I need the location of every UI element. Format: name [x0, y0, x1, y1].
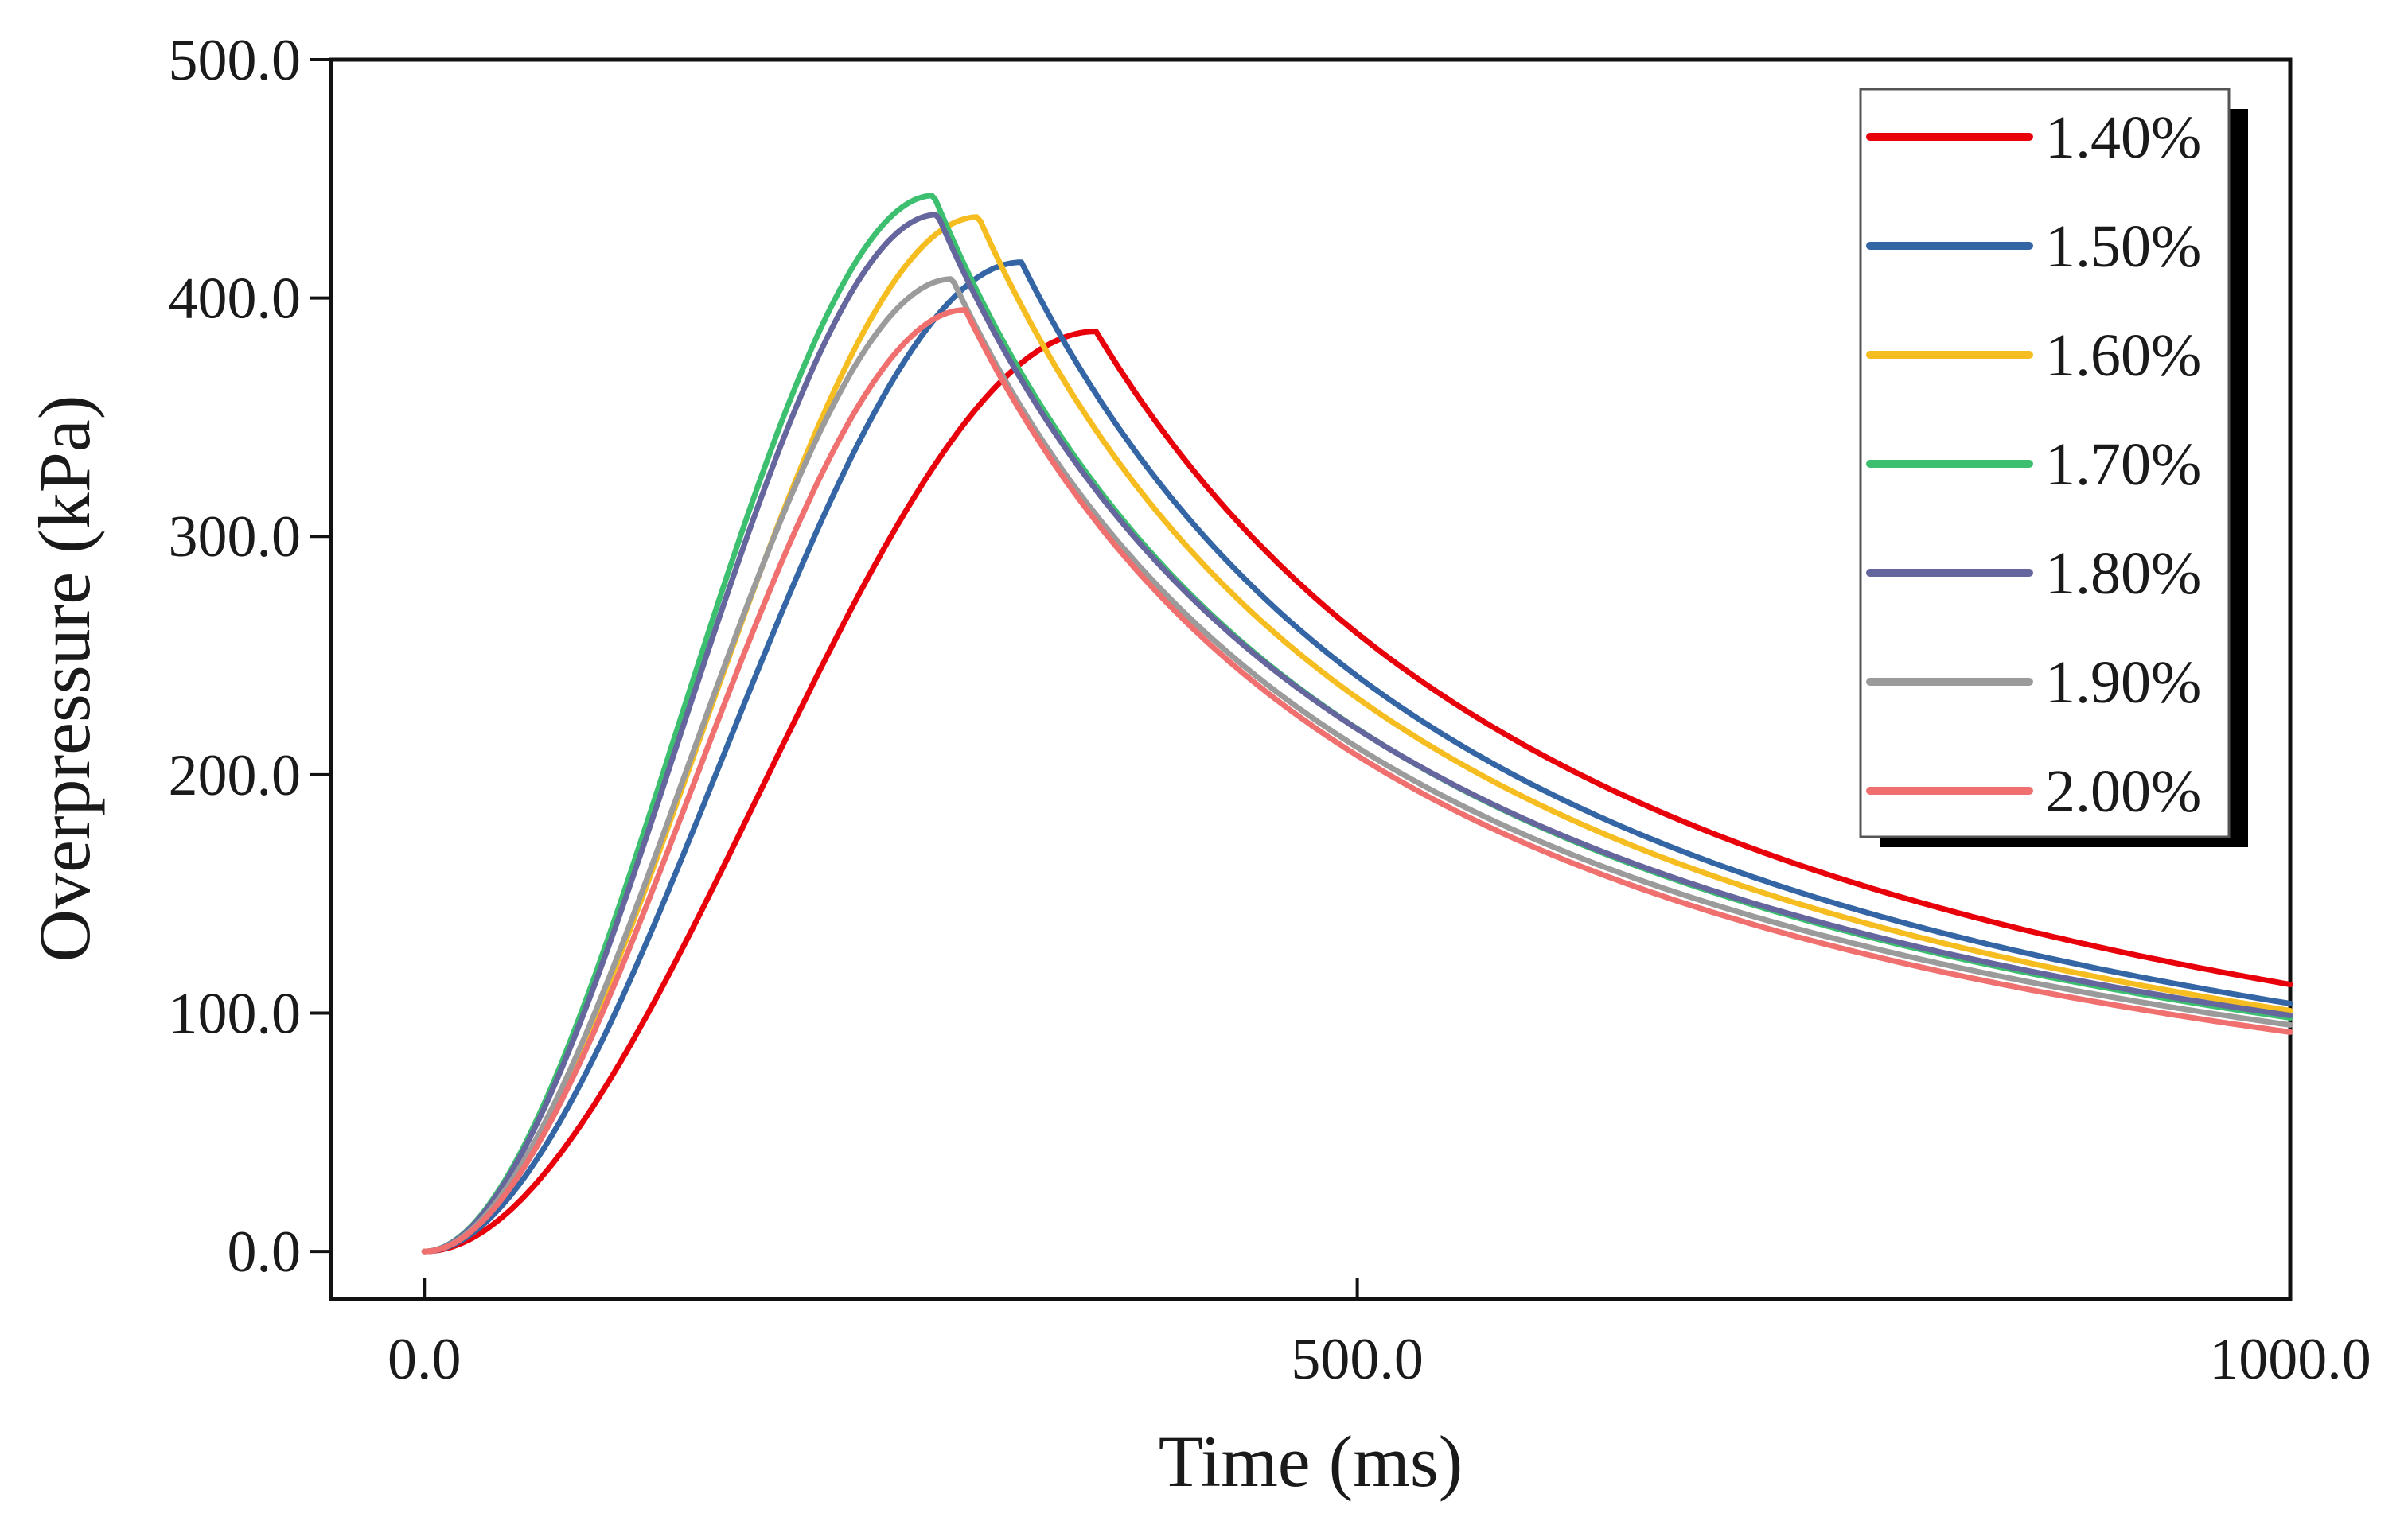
legend-label: 1.50%	[2045, 213, 2201, 280]
y-tick-label: 500.0	[169, 28, 302, 93]
series-line	[421, 307, 2293, 1255]
series-line	[421, 259, 2293, 1255]
y-tick-label: 200.0	[169, 743, 302, 808]
x-tick-label: 500.0	[1291, 1327, 1424, 1392]
legend-label: 1.80%	[2045, 540, 2201, 607]
legend-label: 1.70%	[2045, 431, 2201, 498]
y-tick-label: 0.0	[228, 1220, 302, 1285]
series-line	[421, 276, 2293, 1255]
y-tick-label: 400.0	[169, 266, 302, 332]
legend-label: 1.40%	[2045, 104, 2201, 171]
x-axis-title: Time (ms)	[1159, 1421, 1463, 1502]
y-tick-label: 300.0	[169, 504, 302, 570]
legend: 1.40% 1.50% 1.60% 1.70% 1.80% 1.90% 2.00%	[1859, 88, 2248, 847]
series-lines	[421, 193, 2293, 1255]
y-axis-ticks: 0.0 100.0 200.0 300.0 400.0 500.0	[169, 28, 331, 1285]
y-axis-title: Overpressure (kPa)	[24, 395, 105, 963]
legend-label: 1.90%	[2045, 649, 2201, 716]
series-line	[421, 329, 2293, 1255]
plot-frame	[329, 57, 2293, 1301]
y-tick-label: 100.0	[169, 981, 302, 1046]
series-line	[421, 212, 2293, 1255]
legend-label: 1.60%	[2045, 322, 2201, 389]
x-tick-label: 0.0	[388, 1327, 462, 1392]
x-tick-label: 1000.0	[2209, 1327, 2371, 1392]
x-axis-ticks: 0.0 500.0 1000.0	[388, 1278, 2371, 1392]
legend-label: 2.00%	[2045, 758, 2201, 825]
